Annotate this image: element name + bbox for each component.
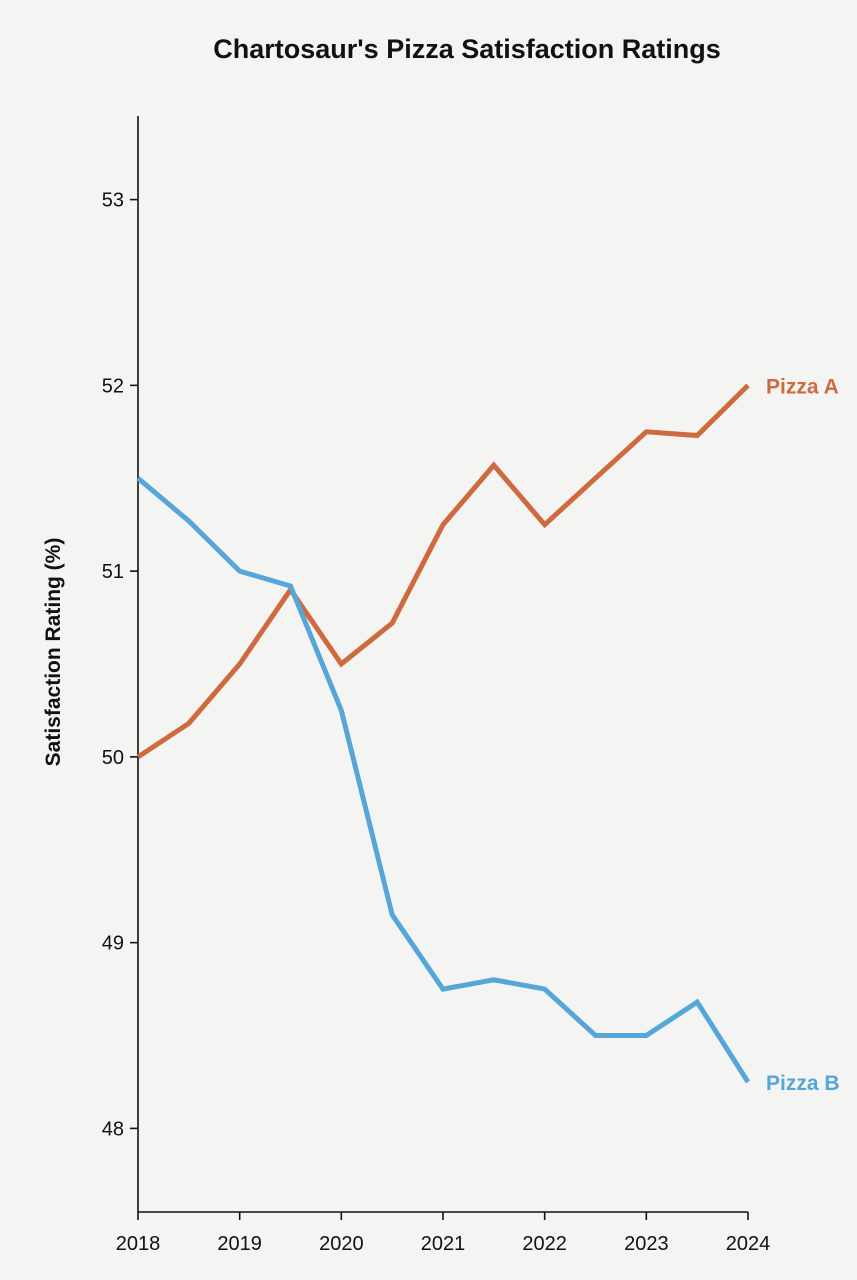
x-axis-ticks: 2018 2019 2020 2021 2022 2023 2024: [116, 1212, 771, 1255]
y-axis-ticks: 48 49 50 51 52 53: [102, 190, 138, 1140]
x-tick-label: 2023: [624, 1233, 669, 1255]
x-tick-label: 2022: [522, 1233, 567, 1255]
x-tick-label: 2024: [726, 1233, 771, 1255]
y-tick-label: 48: [102, 1118, 124, 1140]
y-tick-label: 53: [102, 190, 124, 212]
series-line-pizza-a: [136, 383, 750, 759]
series-labels: Pizza A Pizza B: [766, 375, 840, 1095]
y-tick-label: 52: [102, 375, 124, 397]
x-tick-label: 2020: [319, 1233, 364, 1255]
x-tick-label: 2019: [217, 1233, 262, 1255]
y-tick-label: 49: [102, 933, 124, 955]
series-lines: [136, 383, 751, 1084]
y-axis-label: Satisfaction Rating (%): [42, 538, 65, 767]
chart-title: Chartosaur's Pizza Satisfaction Ratings: [213, 34, 721, 64]
series-line-pizza-b: [136, 476, 751, 1084]
y-tick-label: 50: [102, 747, 124, 769]
x-tick-label: 2018: [116, 1233, 161, 1255]
y-tick-label: 51: [102, 561, 124, 583]
series-label-pizza-a: Pizza A: [766, 375, 839, 398]
x-tick-label: 2021: [421, 1233, 466, 1255]
series-label-pizza-b: Pizza B: [766, 1072, 840, 1095]
